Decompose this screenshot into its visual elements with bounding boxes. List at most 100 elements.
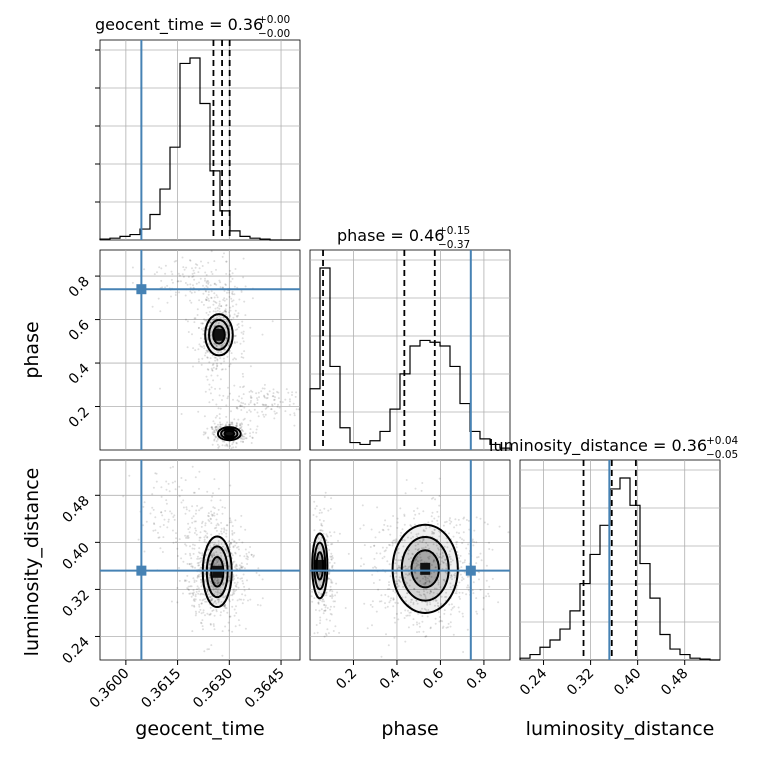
sample-point (326, 544, 329, 547)
sample-point (239, 577, 242, 580)
sample-point (198, 573, 201, 576)
sample-point (206, 279, 209, 282)
sample-point (216, 579, 219, 582)
sample-point (455, 524, 458, 527)
sample-point (225, 260, 228, 263)
sample-point (223, 299, 226, 302)
sample-point (221, 584, 224, 586)
sample-point (228, 615, 231, 618)
sample-point (417, 532, 420, 535)
sample-point (478, 578, 480, 581)
sample-point (430, 572, 433, 575)
sample-point (418, 622, 421, 625)
sample-point (246, 563, 249, 565)
sample-point (320, 529, 323, 532)
sample-point (227, 386, 229, 389)
sample-point (239, 424, 241, 427)
sample-point (311, 590, 314, 593)
sample-point (131, 281, 134, 284)
sample-point (221, 286, 224, 289)
sample-point (288, 404, 291, 406)
xtick-label-phase-0: 0.2 (333, 666, 360, 693)
sample-point (407, 626, 410, 629)
sample-point (335, 582, 338, 585)
sample-point (441, 620, 444, 623)
sample-point (389, 533, 392, 536)
sample-point (219, 589, 222, 592)
sample-point (416, 590, 419, 593)
sample-point (233, 540, 236, 543)
sample-point (434, 566, 437, 569)
sample-point (205, 280, 208, 283)
sample-point (392, 542, 394, 545)
sample-point (434, 498, 437, 501)
sample-point (458, 581, 461, 584)
sample-point (411, 553, 414, 556)
sample-point (211, 541, 214, 544)
sample-point (240, 427, 242, 429)
sample-point (274, 412, 277, 415)
sample-point (415, 565, 418, 567)
sample-point (417, 612, 420, 615)
sample-point (442, 561, 445, 564)
sample-point (230, 447, 233, 450)
sample-point (175, 259, 178, 262)
sample-point (231, 293, 234, 296)
sample-point (204, 614, 206, 617)
sample-point (194, 566, 196, 569)
sample-point (186, 537, 189, 539)
sample-point (235, 406, 238, 409)
sample-point (196, 308, 199, 311)
sample-point (223, 527, 226, 530)
sample-point (191, 272, 194, 275)
sample-point (233, 313, 236, 316)
sample-point (273, 417, 276, 420)
sample-point (434, 617, 437, 620)
sample-point (235, 574, 238, 577)
sample-point (326, 607, 329, 609)
sample-point (200, 572, 203, 575)
title-geocent-time: geocent_time = 0.36 (95, 15, 263, 35)
sample-point (390, 597, 393, 600)
sample-point (249, 598, 252, 601)
sample-point (164, 509, 167, 512)
sample-point (384, 606, 387, 609)
sample-point (210, 599, 213, 602)
sample-point (330, 580, 333, 583)
sample-point (410, 531, 413, 534)
sample-point (214, 426, 217, 429)
sample-point (236, 341, 239, 344)
sample-point (234, 625, 237, 628)
sample-point (429, 626, 432, 629)
sample-point (216, 582, 219, 585)
sample-point (160, 279, 163, 282)
sample-point (229, 280, 232, 283)
sample-point (319, 619, 322, 622)
sample-point (224, 308, 227, 311)
sample-point (216, 591, 219, 594)
sample-point (198, 509, 201, 512)
sample-point (434, 566, 437, 569)
sample-point (488, 548, 491, 550)
sample-point (207, 281, 210, 284)
title-phase-main: phase = 0.46 (337, 226, 444, 245)
sample-point (226, 355, 229, 358)
sample-point (214, 307, 217, 310)
sample-point (263, 383, 266, 386)
sample-point (235, 564, 238, 567)
sample-point (243, 406, 246, 409)
sample-point (438, 556, 441, 558)
sample-point (196, 576, 199, 579)
sample-point (211, 495, 214, 498)
sample-point (436, 510, 439, 513)
sample-point (239, 525, 242, 528)
sample-point (222, 582, 225, 585)
sample-point (176, 601, 179, 604)
sample-point (241, 428, 243, 431)
sample-point (272, 392, 275, 395)
sample-point (421, 615, 424, 618)
sample-point (221, 440, 224, 443)
sample-point (211, 555, 214, 558)
sample-point (222, 394, 225, 397)
ytick-label-luminosity_distance-0: 0.24 (59, 634, 92, 667)
